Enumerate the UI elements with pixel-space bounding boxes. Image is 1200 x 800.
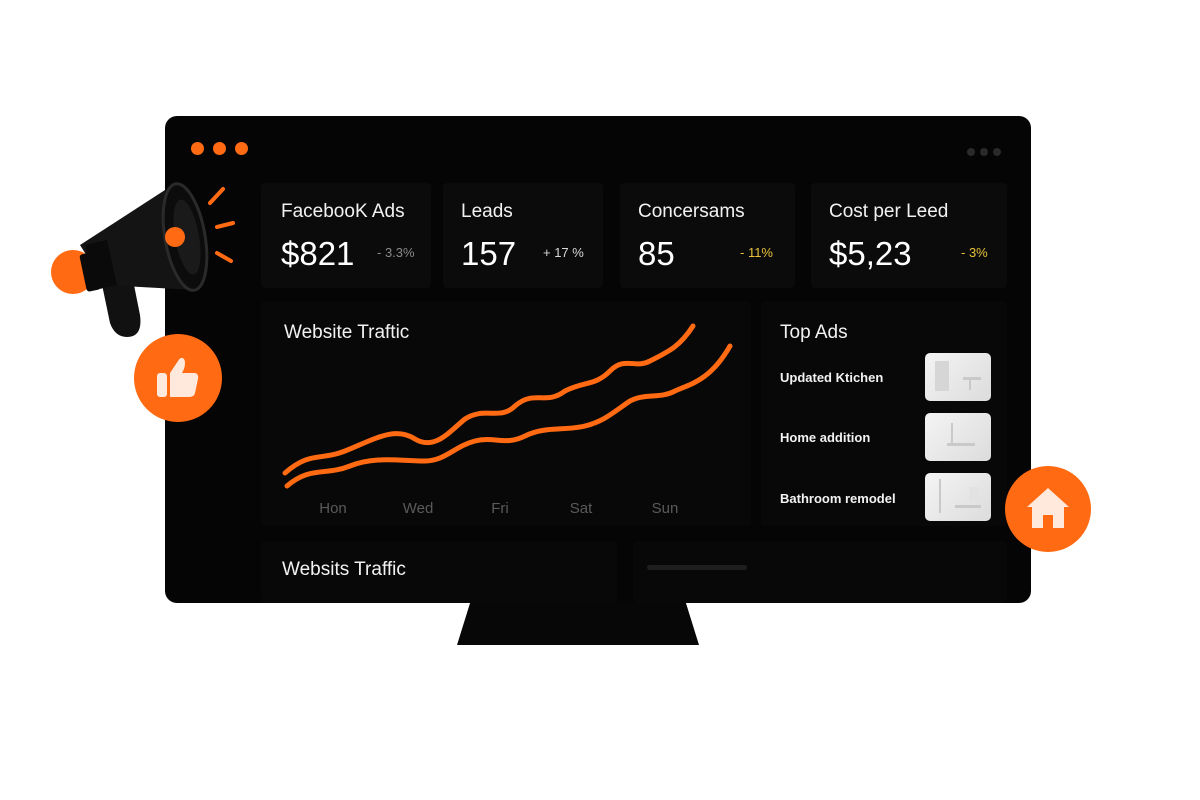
x-axis-tick: Wed: [402, 500, 434, 517]
x-axis-tick: Fri: [491, 500, 509, 517]
kpi-title: Concersams: [638, 201, 745, 222]
megaphone-icon: [51, 182, 235, 337]
bathroom-thumbnail-icon[interactable]: [925, 473, 991, 521]
bottom-panel-title: Websits Traffic: [282, 559, 406, 580]
kpi-value: 85: [638, 235, 675, 272]
traffic-series-line: [282, 323, 696, 476]
kpi-delta: - 3.3%: [377, 245, 415, 260]
kpi-title: FacebooK Ads: [281, 201, 405, 222]
kpi-title: Cost per Leed: [829, 201, 949, 222]
traffic-series-line: [284, 343, 733, 489]
ad-item-label[interactable]: Bathroom remodel: [780, 491, 896, 506]
kitchen-thumbnail-icon[interactable]: [925, 353, 991, 401]
top-ads-title: Top Ads: [780, 322, 848, 343]
bottom-traffic-panel: [261, 541, 617, 603]
chart-title: Website Traftic: [284, 322, 410, 343]
kpi-value: 157: [461, 235, 517, 272]
window-dot-icon[interactable]: [235, 142, 248, 155]
kpi-delta: + 17 %: [543, 245, 584, 260]
kpi-value: $821: [281, 235, 355, 272]
kpi-card-cost-per-lead[interactable]: Cost per Leed $5,23 - 3%: [811, 183, 1007, 288]
x-axis-tick: Sun: [651, 500, 679, 517]
placeholder-bar: [647, 565, 747, 570]
more-options-icon[interactable]: [967, 148, 1001, 156]
kpi-card-conversions[interactable]: Concersams 85 - 11%: [620, 183, 795, 288]
monitor-stand: [457, 600, 699, 645]
kpi-value: $5,23: [829, 235, 912, 272]
kpi-delta: - 11%: [740, 245, 773, 260]
window-dot-icon[interactable]: [191, 142, 204, 155]
bottom-right-panel: [633, 541, 1007, 603]
window-dot-icon[interactable]: [213, 142, 226, 155]
thumbs-up-icon: [134, 334, 222, 422]
dashboard-screen: FacebooK Ads $821 - 3.3% Leads 157 + 17 …: [165, 116, 1031, 603]
traffic-line-chart: [282, 323, 733, 489]
house-icon: [1005, 466, 1091, 552]
home-addition-thumbnail-icon[interactable]: [925, 413, 991, 461]
kpi-title: Leads: [461, 201, 513, 222]
kpi-delta: - 3%: [961, 245, 988, 260]
window-controls: [191, 142, 248, 155]
kpi-card-leads[interactable]: Leads 157 + 17 %: [443, 183, 603, 288]
ad-item-label[interactable]: Home addition: [780, 430, 871, 445]
kpi-card-facebook-ads[interactable]: FacebooK Ads $821 - 3.3%: [261, 183, 431, 288]
x-axis-tick: Sat: [569, 500, 593, 517]
ad-item-label[interactable]: Updated Ktichen: [780, 370, 884, 385]
x-axis-tick: Hon: [319, 500, 347, 517]
